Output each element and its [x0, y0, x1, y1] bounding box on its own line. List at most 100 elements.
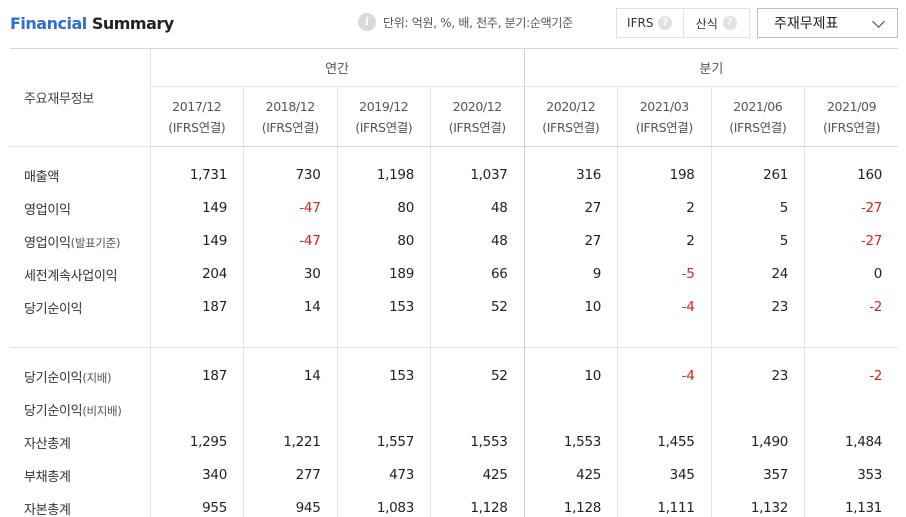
value-cell — [149, 392, 244, 426]
ifrs-button[interactable]: IFRS ? — [617, 9, 683, 37]
value-cell: 14 — [243, 290, 337, 324]
column-header: 2019/12 (IFRS연결) — [336, 86, 431, 147]
standard-toggle: IFRS ? 산식 ? — [616, 8, 750, 38]
row-label-main: 영업이익 — [24, 235, 71, 251]
column-header: 2021/06 (IFRS연결) — [710, 86, 805, 147]
formula-label: 산식 — [695, 16, 718, 31]
table-row: 당기순이익(지배) 187 14 153 52 10 -4 23 -2 — [10, 359, 899, 393]
row-label-main: 영업이익 — [24, 202, 71, 218]
value-cell: 1,128 — [430, 491, 525, 517]
value-cell: 160 — [804, 158, 899, 192]
row-label-main: 세전계속사업이익 — [24, 268, 118, 284]
ifrs-label: IFRS — [627, 16, 654, 30]
value-cell: 48 — [430, 224, 525, 258]
value-cell: 27 — [523, 224, 618, 258]
table-row: 당기순이익(비지배) — [10, 392, 899, 426]
table-row: 당기순이익 187 14 153 52 10 -4 23 -2 — [10, 290, 899, 324]
value-cell: 1,132 — [710, 491, 805, 517]
value-cell: -2 — [804, 290, 899, 324]
value-cell: 23 — [710, 359, 805, 393]
summary-header: Financial Summary i 단위: 억원, %, 배, 천주, 분기… — [0, 0, 906, 48]
column-header: 2018/12 (IFRS연결) — [243, 86, 337, 147]
value-cell: 1,731 — [149, 158, 244, 192]
help-icon[interactable]: ? — [658, 16, 673, 30]
value-cell: 425 — [523, 458, 618, 492]
value-cell: 357 — [710, 458, 805, 492]
value-cell: 80 — [336, 224, 431, 258]
value-cell: -2 — [804, 359, 899, 393]
row-label-qualifier: (지배) — [82, 370, 112, 385]
group-quarterly: 분기 — [523, 48, 899, 87]
table-row: 부채총계 340 277 473 425 425 345 357 353 — [10, 458, 899, 492]
value-cell: 1,490 — [710, 425, 805, 459]
row-label: 부채총계 — [10, 459, 150, 492]
row-label: 당기순이익 — [10, 291, 150, 324]
value-cell: 9 — [523, 257, 618, 291]
value-cell: 23 — [710, 290, 805, 324]
value-cell: 425 — [430, 458, 525, 492]
column-basis: (IFRS연결) — [261, 119, 319, 135]
value-cell: -5 — [617, 257, 712, 291]
column-period: 2021/03 — [639, 98, 690, 114]
statement-type-select[interactable]: 주재무제표 — [757, 8, 898, 38]
value-cell: 189 — [336, 257, 431, 291]
value-cell: 187 — [149, 359, 244, 393]
value-cell: 24 — [710, 257, 805, 291]
value-cell: 1,484 — [804, 425, 899, 459]
column-period: 2018/12 — [265, 98, 316, 114]
unit-text: 단위: 억원, %, 배, 천주, 분기:순액기준 — [383, 15, 573, 30]
row-label-main: 당기순이익 — [24, 403, 83, 419]
row-label-main: 당기순이익 — [24, 370, 83, 386]
value-cell: 30 — [243, 257, 337, 291]
value-cell: 10 — [523, 290, 618, 324]
value-cell: 473 — [336, 458, 431, 492]
value-cell: 1,553 — [523, 425, 618, 459]
column-basis: (IFRS연결) — [448, 119, 506, 135]
column-period: 2020/12 — [452, 98, 503, 114]
row-label-qualifier: (발표기준) — [70, 235, 121, 250]
row-label: 세전계속사업이익 — [10, 258, 150, 291]
column-basis: (IFRS연결) — [168, 119, 226, 135]
value-cell: 1,295 — [149, 425, 244, 459]
column-period: 2020/12 — [546, 98, 596, 114]
value-cell: -27 — [804, 191, 899, 225]
value-cell: 149 — [149, 224, 244, 258]
column-basis: (IFRS연결) — [823, 119, 881, 135]
value-cell: 153 — [336, 359, 431, 393]
row-label: 자본총계 — [10, 492, 150, 517]
value-cell: 66 — [430, 257, 525, 291]
value-cell: 198 — [617, 158, 712, 192]
value-cell: 187 — [149, 290, 244, 324]
row-label-main: 매출액 — [24, 169, 59, 185]
value-cell: 149 — [149, 191, 244, 225]
financial-summary-table: 주요재무정보 연간 분기 2017/12 (IFRS연결) 2018/12 (IFRS… — [10, 48, 899, 517]
value-cell: 316 — [523, 158, 618, 192]
group-annual: 연간 — [149, 48, 525, 87]
column-header: 2020/12 (IFRS연결) — [523, 86, 618, 147]
help-icon[interactable]: ? — [722, 16, 737, 30]
value-cell: 2 — [617, 191, 712, 225]
info-icon[interactable]: i — [358, 13, 376, 31]
column-header: 2021/03 (IFRS연결) — [617, 86, 712, 147]
table-row: 영업이익 149 -47 80 48 27 2 5 -27 — [10, 191, 899, 225]
row-label-qualifier: (비지배) — [82, 403, 122, 418]
table-row: 세전계속사업이익 204 30 189 66 9 -5 24 0 — [10, 257, 899, 291]
value-cell: 1,221 — [243, 425, 337, 459]
value-cell: 1,083 — [336, 491, 431, 517]
value-cell: -47 — [243, 224, 337, 258]
value-cell: 1,557 — [336, 425, 431, 459]
value-cell: 1,553 — [430, 425, 525, 459]
value-cell — [523, 392, 618, 426]
column-header: 2017/12 (IFRS연결) — [149, 86, 244, 147]
value-cell: 353 — [804, 458, 899, 492]
title-summary: Summary — [91, 14, 174, 33]
value-cell: 730 — [243, 158, 337, 192]
value-cell — [243, 392, 337, 426]
value-cell: 5 — [710, 224, 805, 258]
value-cell: 1,455 — [617, 425, 712, 459]
row-label: 영업이익(발표기준) — [10, 225, 150, 258]
table-row: 영업이익(발표기준) 149 -47 80 48 27 2 5 -27 — [10, 224, 899, 258]
formula-button[interactable]: 산식 ? — [682, 9, 750, 37]
value-cell — [804, 392, 899, 426]
value-cell: 945 — [243, 491, 337, 517]
